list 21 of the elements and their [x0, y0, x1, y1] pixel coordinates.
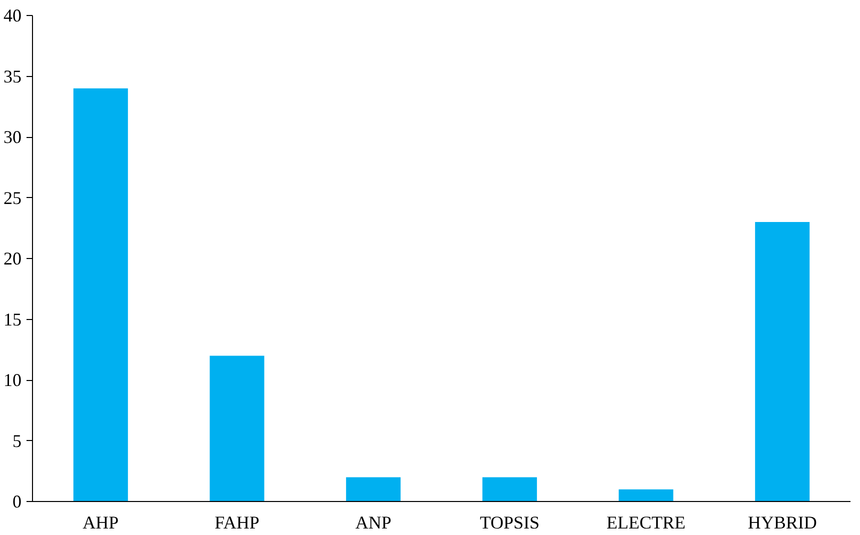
y-tick-label: 5: [12, 430, 22, 451]
bar: [618, 489, 674, 502]
x-tick-label: AHP: [82, 512, 119, 532]
bar: [346, 477, 401, 502]
x-tick-label: HYBRID: [748, 512, 817, 532]
bar: [73, 88, 128, 502]
bar: [755, 222, 810, 502]
y-tick-label: 10: [4, 370, 22, 390]
y-tick-label: 35: [4, 66, 22, 86]
y-tick-label: 30: [4, 127, 22, 147]
y-tick-label: 40: [4, 6, 22, 26]
y-tick-label: 25: [4, 188, 22, 208]
x-tick-label: TOPSIS: [480, 512, 540, 532]
bar: [210, 356, 264, 502]
y-tick-label: 15: [4, 309, 22, 330]
bar: [482, 477, 537, 502]
x-tick-label: FAHP: [214, 512, 260, 532]
x-tick-label: ELECTRE: [606, 512, 686, 532]
y-tick-label: 20: [4, 248, 22, 268]
y-tick-label: 0: [12, 492, 22, 512]
x-tick-label: ANP: [355, 512, 392, 532]
